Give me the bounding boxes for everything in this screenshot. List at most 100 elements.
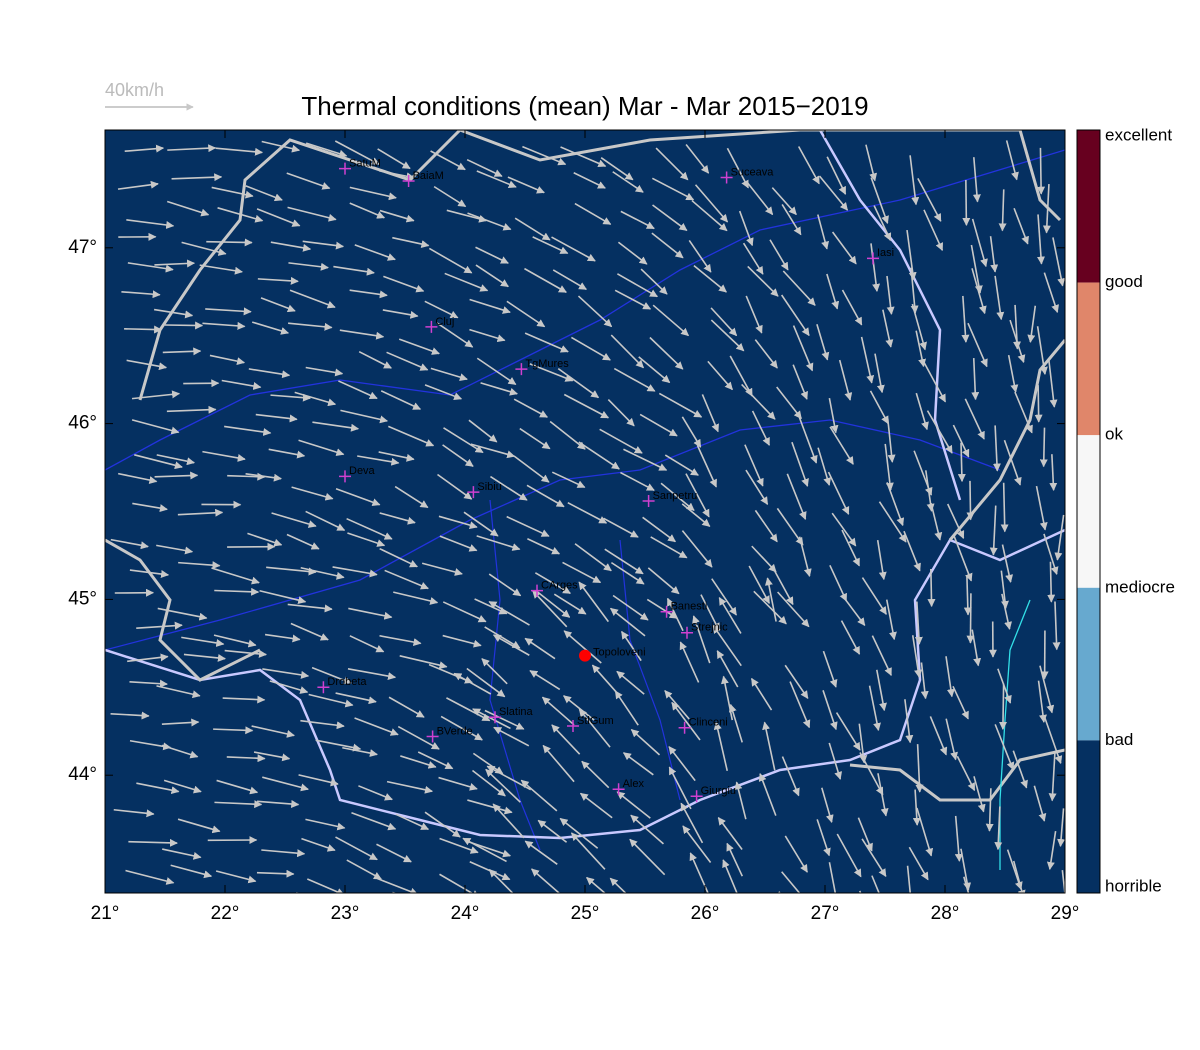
wind-arrow [298, 774, 339, 787]
wind-arrow [827, 471, 850, 515]
country-border [105, 538, 261, 682]
wind-arrow [161, 744, 199, 759]
wind-arrow [128, 838, 178, 847]
wind-arrow [439, 837, 479, 854]
wind-arrow [480, 382, 518, 396]
wind-arrow [994, 806, 1003, 851]
wind-arrow [717, 816, 743, 850]
wind-arrow [603, 517, 639, 538]
wind-arrow [970, 244, 983, 294]
wind-arrow [753, 590, 787, 625]
wind-arrow [475, 264, 509, 288]
wind-arrow [305, 510, 346, 531]
wind-arrow [563, 630, 602, 664]
wind-arrow [929, 716, 948, 756]
wind-arrow [859, 752, 884, 796]
wind-arrow [747, 265, 779, 297]
wind-arrow [349, 202, 386, 219]
wind-arrow [1052, 237, 1065, 287]
wind-arrow [522, 145, 567, 166]
wind-arrow [871, 635, 892, 677]
y-tick-label: 44° [68, 764, 97, 785]
wind-arrow [298, 439, 345, 457]
wind-arrow [563, 393, 610, 419]
wind-arrow [245, 473, 282, 482]
wind-arrow [534, 572, 571, 595]
wind-arrow [878, 501, 907, 543]
wind-arrow [476, 535, 521, 551]
colorbar-label: ok [1105, 425, 1123, 444]
border-river [818, 130, 962, 501]
wind-arrow [1037, 680, 1047, 723]
wind-arrow [131, 390, 181, 400]
wind-arrow [651, 177, 695, 201]
wind-arrow [954, 815, 963, 862]
wind-arrow [386, 351, 429, 371]
wind-arrow [484, 709, 525, 730]
wind-arrow [439, 873, 480, 893]
city-label: Sibiu [477, 481, 501, 493]
river [489, 499, 541, 851]
wind-arrow [751, 545, 777, 573]
wind-arrow [581, 760, 610, 789]
wind-arrow [741, 383, 776, 420]
city-label: Alex [623, 778, 645, 790]
wind-arrow [311, 666, 352, 685]
wind-arrow [527, 538, 561, 555]
wind-arrow [300, 719, 345, 730]
wind-arrow [154, 259, 196, 268]
wind-arrow [911, 303, 927, 351]
wind-arrow [110, 538, 149, 550]
wind-arrow [985, 788, 994, 832]
wind-arrow [349, 289, 388, 299]
wind-arrow [529, 669, 561, 691]
wind-arrow [927, 568, 936, 608]
wind-arrow [1043, 272, 1059, 313]
wind-arrow [906, 865, 912, 893]
wind-arrow [610, 561, 645, 585]
wind-arrow [620, 210, 655, 230]
wind-arrow [577, 295, 613, 328]
wind-arrow [118, 472, 158, 484]
wind-arrow [542, 744, 575, 783]
wind-arrow [532, 590, 568, 628]
wind-arrow [567, 501, 608, 524]
city-marker [515, 363, 528, 376]
wind-arrow [346, 859, 382, 880]
wind-arrow [333, 265, 375, 276]
wind-arrow [915, 330, 927, 368]
wind-arrow [131, 419, 180, 435]
wind-arrow [398, 338, 440, 355]
wind-arrow [442, 444, 474, 467]
wind-arrow [156, 544, 194, 555]
wind-arrow [778, 891, 781, 893]
wind-arrow [215, 147, 264, 156]
wind-arrow [442, 601, 487, 623]
wind-arrow [562, 561, 602, 584]
wind-arrow [652, 304, 690, 337]
wind-arrow [786, 473, 807, 520]
wind-arrow [376, 843, 412, 863]
wind-arrow [1036, 214, 1045, 265]
wind-arrow [792, 364, 808, 400]
city-label: Giurgiu [701, 785, 736, 797]
wind-arrow [609, 607, 646, 637]
wind-arrow [726, 842, 744, 877]
wind-arrow [153, 308, 194, 319]
wind-arrow [181, 636, 225, 647]
wind-arrow [446, 697, 491, 722]
wind-arrow [335, 487, 381, 506]
wind-arrow [468, 419, 498, 443]
wind-arrow [482, 909, 525, 924]
river [619, 539, 681, 801]
wind-arrow [960, 848, 972, 891]
wind-arrow [217, 207, 264, 223]
wind-arrow [1007, 354, 1019, 393]
wind-arrow [271, 512, 317, 528]
wind-arrow [117, 180, 159, 190]
city-label: Cluj [435, 316, 454, 328]
wind-arrow [113, 808, 155, 818]
wind-arrow [462, 837, 507, 863]
wind-arrow [302, 240, 345, 250]
wind-arrow [658, 392, 703, 418]
